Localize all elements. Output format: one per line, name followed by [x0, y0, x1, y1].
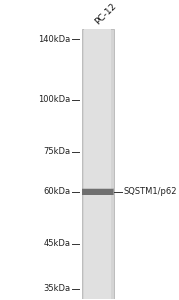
- Text: PC-12: PC-12: [93, 2, 118, 27]
- Text: 140kDa: 140kDa: [38, 35, 70, 44]
- Bar: [82, 188, 114, 195]
- Text: 45kDa: 45kDa: [43, 239, 70, 248]
- Bar: [82, 29, 114, 299]
- Bar: [82, 189, 113, 195]
- Text: SQSTM1/p62: SQSTM1/p62: [124, 187, 177, 196]
- Bar: [84, 29, 111, 299]
- Text: 100kDa: 100kDa: [38, 95, 70, 104]
- Bar: [82, 189, 113, 195]
- Bar: [82, 188, 114, 195]
- Text: 75kDa: 75kDa: [43, 147, 70, 156]
- Text: 60kDa: 60kDa: [43, 187, 70, 196]
- Text: 35kDa: 35kDa: [43, 284, 70, 293]
